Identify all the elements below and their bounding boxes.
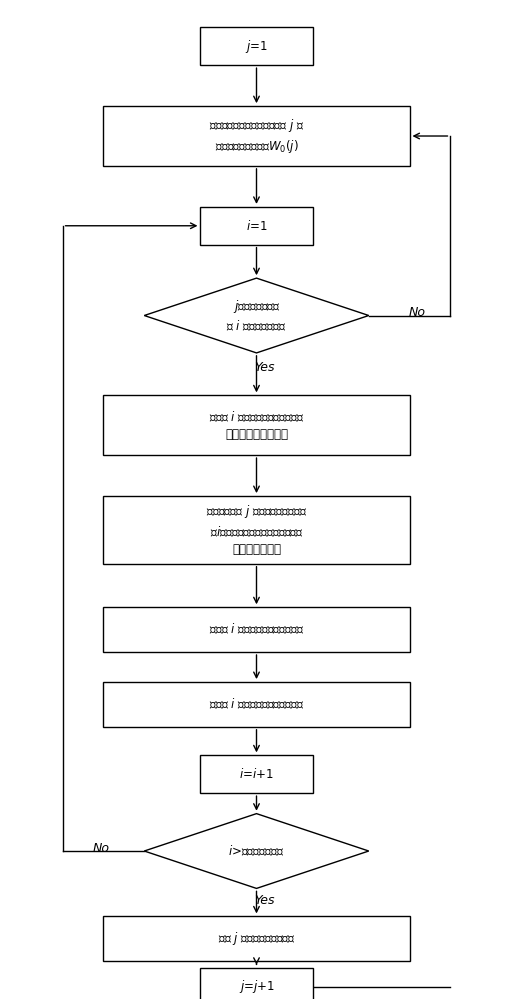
Text: 读取宽度检测仪当前长度位置 $j$ 处
来料带钢宽度实测值$W_0$($j$): 读取宽度检测仪当前长度位置 $j$ 处 来料带钢宽度实测值$W_0$($j$) [209, 117, 304, 155]
Text: $i$>机组机架总数？: $i$>机组机架总数？ [228, 844, 285, 858]
Text: 计算长度位置 $j$ 处来料宽度变化量、
第$i$机架轧制工艺参数变化量和板形
执行机构变化量: 计算长度位置 $j$ 处来料宽度变化量、 第$i$机架轧制工艺参数变化量和板形 … [206, 503, 307, 556]
FancyBboxPatch shape [201, 968, 312, 1000]
Text: $j$=$j$+1: $j$=$j$+1 [239, 978, 274, 995]
Text: $i$=$i$+1: $i$=$i$+1 [239, 767, 274, 781]
FancyBboxPatch shape [104, 916, 409, 961]
Text: $i$=1: $i$=1 [246, 219, 267, 233]
Polygon shape [144, 278, 369, 353]
Polygon shape [144, 814, 369, 888]
FancyBboxPatch shape [104, 106, 409, 166]
Text: No: No [92, 842, 109, 855]
FancyBboxPatch shape [201, 755, 312, 793]
Text: Yes: Yes [254, 894, 274, 907]
Text: No: No [409, 306, 426, 319]
Text: Yes: Yes [254, 361, 274, 374]
Text: 位置 $j$ 处宽度自动控制结束: 位置 $j$ 处宽度自动控制结束 [218, 930, 295, 947]
FancyBboxPatch shape [201, 207, 312, 245]
FancyBboxPatch shape [104, 607, 409, 652]
Text: $j$=1: $j$=1 [245, 38, 268, 55]
Text: 计算第 $i$ 机架板形执行机构补偿量: 计算第 $i$ 机架板形执行机构补偿量 [209, 622, 304, 637]
FancyBboxPatch shape [104, 395, 409, 455]
Text: 输出第 $i$ 机架板形执行机构补偿量: 输出第 $i$ 机架板形执行机构补偿量 [209, 697, 304, 712]
FancyBboxPatch shape [201, 27, 312, 65]
FancyBboxPatch shape [104, 496, 409, 564]
Text: 读取前 $i$ 个机架轧制工艺参数和各
板形调节机构实测值: 读取前 $i$ 个机架轧制工艺参数和各 板形调节机构实测值 [209, 410, 304, 441]
FancyBboxPatch shape [104, 682, 409, 727]
Text: $j$位置处带钢到达
第 $i$ 机架轧机入口？: $j$位置处带钢到达 第 $i$ 机架轧机入口？ [226, 298, 287, 333]
